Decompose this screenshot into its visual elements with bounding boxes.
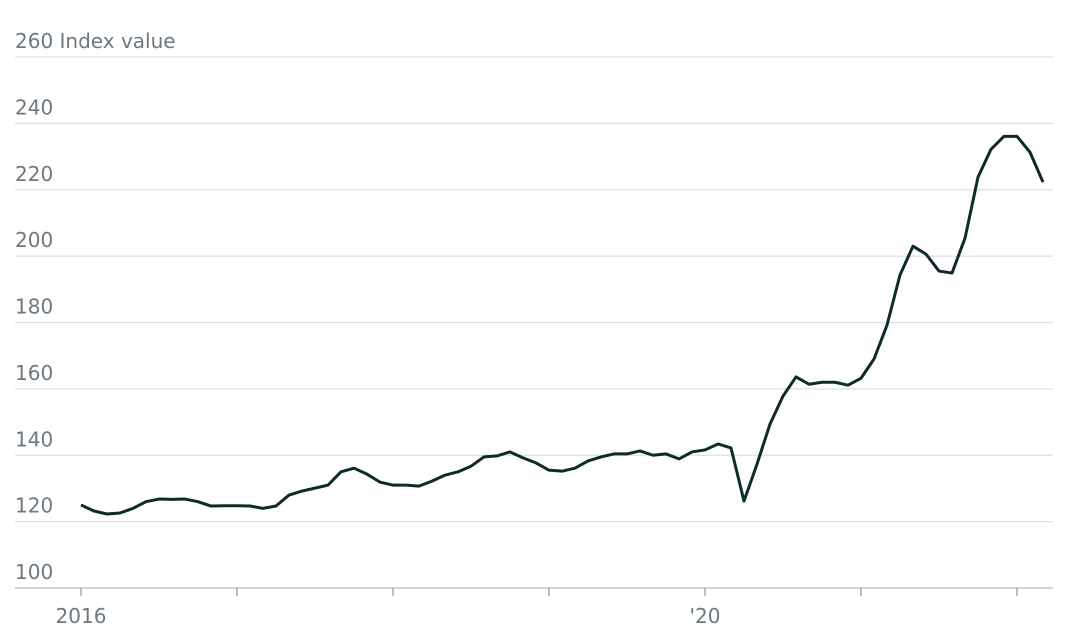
x-tick-label: '20 bbox=[690, 604, 721, 628]
y-tick-label: 140 bbox=[15, 427, 53, 451]
y-tick-label: 100 bbox=[15, 560, 53, 584]
y-tick-label: 220 bbox=[15, 162, 53, 186]
y-tick-label: 240 bbox=[15, 95, 53, 119]
y-tick-label: 200 bbox=[15, 228, 53, 252]
y-tick-label: 160 bbox=[15, 361, 53, 385]
y-tick-label: 260 Index value bbox=[15, 29, 176, 53]
data-line bbox=[80, 134, 1045, 516]
y-tick-label: 180 bbox=[15, 295, 53, 319]
x-tick-label: 2016 bbox=[56, 604, 107, 628]
y-tick-label: 120 bbox=[15, 494, 53, 518]
